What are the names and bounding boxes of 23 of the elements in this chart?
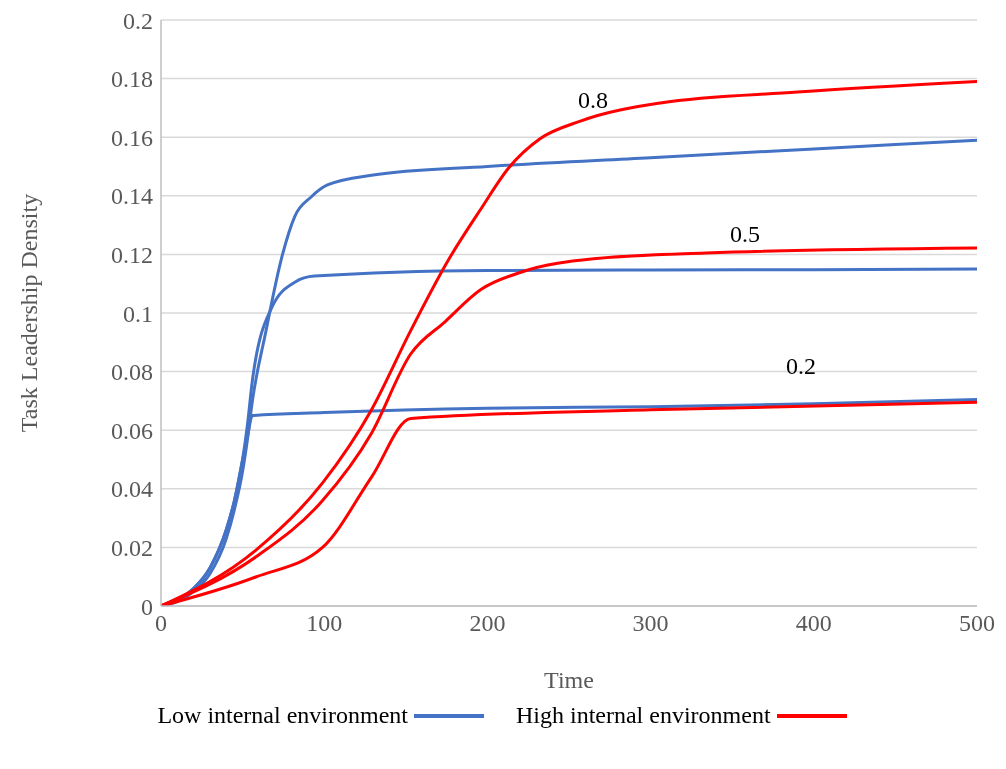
y-tick-label: 0.08	[111, 359, 153, 386]
y-axis-title: Task Leadership Density	[15, 193, 42, 433]
y-tick-label: 0.04	[111, 476, 153, 503]
annotation: 0.8	[578, 86, 608, 113]
x-tick-label: 200	[469, 610, 506, 637]
x-tick-label: 500	[959, 610, 995, 637]
y-tick-label: 0	[141, 593, 153, 620]
y-tick-label: 0.14	[111, 183, 153, 210]
y-tick-label: 0.02	[111, 534, 153, 561]
y-tick-label: 0.2	[123, 7, 153, 34]
x-tick-label: 100	[306, 610, 343, 637]
x-axis-title: Time	[544, 667, 594, 693]
x-tick-label: 300	[632, 610, 669, 637]
annotation: 0.2	[786, 352, 816, 379]
legend-label: High internal environment	[515, 702, 771, 729]
y-tick-label: 0.16	[111, 124, 153, 151]
legend-label: Low internal environment	[157, 702, 408, 729]
y-tick-label: 0.12	[111, 241, 153, 268]
annotation: 0.5	[730, 220, 760, 247]
y-tick-label: 0.18	[111, 66, 153, 93]
x-tick-label: 400	[795, 610, 832, 637]
y-tick-label: 0.06	[111, 417, 153, 444]
y-tick-label: 0.1	[123, 300, 153, 327]
